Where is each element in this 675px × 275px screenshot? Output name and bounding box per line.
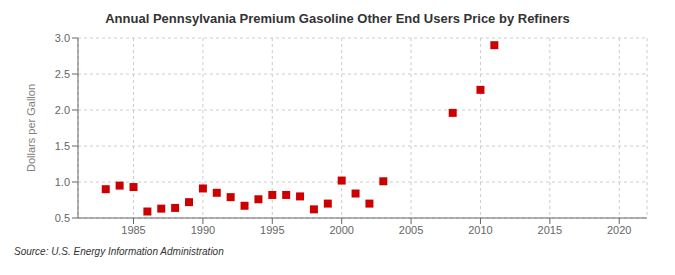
html-text:Source: U.S. Energy Informatio: Source: U.S. Energy Information Administ…: [14, 246, 224, 257]
svg-text:2005: 2005: [399, 224, 423, 236]
svg-text:2010: 2010: [468, 224, 492, 236]
svg-text:1990: 1990: [191, 224, 215, 236]
svg-text:Dollars per Gallon: Dollars per Gallon: [25, 84, 37, 172]
svg-text:2000: 2000: [329, 224, 353, 236]
svg-text:2020: 2020: [607, 224, 631, 236]
svg-text:3.0: 3.0: [55, 32, 70, 44]
svg-text:2015: 2015: [538, 224, 562, 236]
html-text:Annual Pennsylvania Premium Ga: Annual Pennsylvania Premium Gasoline Oth…: [105, 11, 570, 26]
svg-text:2.5: 2.5: [55, 68, 70, 80]
svg-text:1.0: 1.0: [55, 176, 70, 188]
svg-text:1.5: 1.5: [55, 140, 70, 152]
svg-text:1985: 1985: [121, 224, 145, 236]
svg-text:1995: 1995: [260, 224, 284, 236]
svg-text:2.0: 2.0: [55, 104, 70, 116]
svg-text:0.5: 0.5: [55, 212, 70, 224]
